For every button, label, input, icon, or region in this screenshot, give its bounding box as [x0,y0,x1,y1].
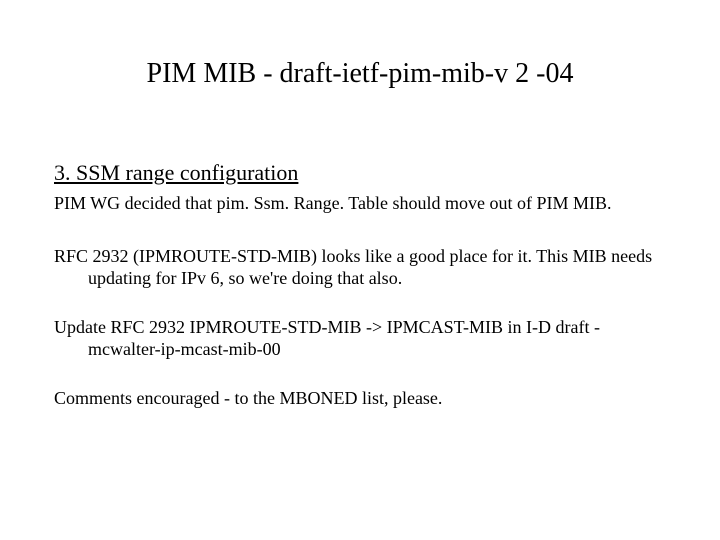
section-heading: 3. SSM range configuration [54,160,666,186]
slide-title: PIM MIB - draft-ietf-pim-mib-v 2 -04 [0,58,720,90]
paragraph: RFC 2932 (IPMROUTE-STD-MIB) looks like a… [54,245,666,290]
slide-body: 3. SSM range configuration PIM WG decide… [54,160,666,435]
paragraph: Update RFC 2932 IPMROUTE-STD-MIB -> IPMC… [54,316,666,361]
slide: PIM MIB - draft-ietf-pim-mib-v 2 -04 3. … [0,0,720,540]
paragraph: PIM WG decided that pim. Ssm. Range. Tab… [54,192,666,215]
paragraph: Comments encouraged - to the MBONED list… [54,387,666,410]
